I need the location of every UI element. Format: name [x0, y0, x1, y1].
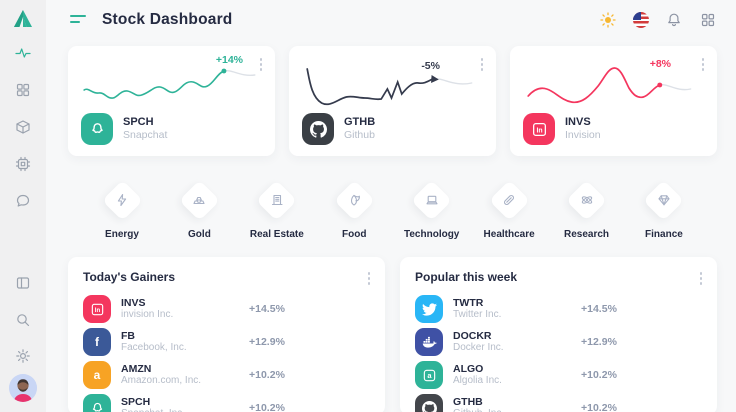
spch-change-label: +14%	[215, 54, 243, 66]
spch-ticker: SPCH	[123, 115, 154, 128]
invs-sparkline-chart	[520, 56, 705, 118]
svg-text:a: a	[427, 371, 432, 380]
sidebar-item-activity[interactable]	[14, 44, 32, 62]
category-food[interactable]: Food	[322, 179, 386, 240]
sidebar-item-pages-icon[interactable]	[14, 274, 32, 292]
twitter-bird-icon	[415, 295, 443, 323]
category-finance[interactable]: Finance	[632, 179, 696, 240]
laptop-icon	[425, 193, 439, 207]
gthb-company: Github	[344, 129, 375, 142]
invision-logo-icon: In	[83, 295, 111, 323]
popular-row-twtr[interactable]: TWTR Twitter Inc. +14.5%	[415, 294, 702, 324]
category-technology[interactable]: Technology	[400, 179, 464, 240]
gold-bars-icon	[192, 193, 206, 207]
page-title: Stock Dashboard	[102, 11, 233, 28]
app-logo-triangle-icon[interactable]	[12, 8, 34, 30]
panel-title: Popular this week	[415, 270, 518, 284]
stock-card-spch[interactable]: +14% SPCH Snapchat	[68, 46, 275, 156]
apps-grid-icon[interactable]	[699, 11, 717, 29]
svg-text:In: In	[94, 307, 100, 314]
popular-this-week-panel: Popular this week TWTR Twitter Inc. +14.…	[400, 257, 717, 412]
sidebar-item-cube-icon[interactable]	[14, 118, 32, 136]
gthb-sparkline-chart	[299, 56, 484, 118]
card-menu-dots-icon[interactable]	[700, 56, 707, 73]
user-avatar[interactable]	[9, 374, 37, 402]
change-value: +14.5%	[249, 303, 285, 315]
stock-card-invs[interactable]: +8% In INVS Invision	[510, 46, 717, 156]
language-flag-us-icon[interactable]	[633, 12, 649, 28]
gainer-row-fb[interactable]: f FB Facebook, Inc. +12.9%	[83, 327, 370, 357]
sidebar	[0, 0, 46, 412]
stock-cards-row: +14% SPCH Snapchat -5%	[46, 40, 736, 156]
gainer-row-amzn[interactable]: a AMZN Amazon.com, Inc. +10.2%	[83, 360, 370, 390]
invision-logo-icon: In	[523, 113, 555, 145]
category-row: Energy Gold Real Estate Food Technology	[46, 156, 736, 240]
change-value: +10.2%	[249, 369, 285, 381]
sidebar-item-search-icon[interactable]	[14, 311, 32, 329]
menu-hamburger-icon[interactable]	[70, 14, 88, 26]
invs-company: Invision	[565, 129, 601, 142]
header: Stock Dashboard	[46, 0, 736, 40]
popular-row-algo[interactable]: a ALGO Algolia Inc. +10.2%	[415, 360, 702, 390]
category-healthcare[interactable]: Healthcare	[477, 179, 541, 240]
change-value: +14.5%	[581, 303, 617, 315]
change-value: +12.9%	[249, 336, 285, 348]
category-gold[interactable]: Gold	[167, 179, 231, 240]
lightning-icon	[115, 193, 129, 207]
svg-text:In: In	[536, 127, 542, 134]
github-octocat-icon	[415, 394, 443, 412]
capsule-icon	[502, 193, 516, 207]
gthb-change-label: -5%	[421, 60, 440, 72]
sidebar-item-settings-gear-icon[interactable]	[14, 347, 32, 365]
change-value: +10.2%	[581, 369, 617, 381]
gainer-row-invs[interactable]: In INVS invision Inc. +14.5%	[83, 294, 370, 324]
atom-icon	[580, 193, 594, 207]
change-value: +12.9%	[581, 336, 617, 348]
panel-title: Today's Gainers	[83, 270, 175, 284]
theme-sun-icon[interactable]	[599, 11, 617, 29]
main-area: Stock Dashboard	[46, 0, 736, 412]
gem-icon	[657, 193, 671, 207]
algolia-logo-icon: a	[415, 361, 443, 389]
snapchat-ghost-icon	[83, 394, 111, 412]
notifications-bell-icon[interactable]	[665, 11, 683, 29]
sidebar-item-chat-icon[interactable]	[14, 192, 32, 210]
sidebar-item-cpu-icon[interactable]	[14, 155, 32, 173]
amazon-logo-icon: a	[83, 361, 111, 389]
github-octocat-icon	[302, 113, 334, 145]
card-menu-dots-icon[interactable]	[258, 56, 265, 73]
building-icon	[270, 193, 284, 207]
change-value: +10.2%	[581, 402, 617, 412]
list-panels: Today's Gainers In INVS invision Inc. +1…	[46, 240, 736, 412]
card-menu-dots-icon[interactable]	[479, 56, 486, 73]
todays-gainers-panel: Today's Gainers In INVS invision Inc. +1…	[68, 257, 385, 412]
panel-menu-dots-icon[interactable]	[698, 270, 705, 287]
popular-row-dockr[interactable]: DOCKR Docker Inc. +12.9%	[415, 327, 702, 357]
stock-card-gthb[interactable]: -5% GTHB Github	[289, 46, 496, 156]
spch-company: Snapchat	[123, 129, 168, 142]
docker-whale-icon	[415, 328, 443, 356]
popular-row-gthb[interactable]: GTHB Github, Inc. +10.2%	[415, 393, 702, 412]
sidebar-item-dashboard-grid-icon[interactable]	[14, 81, 32, 99]
invs-ticker: INVS	[565, 115, 591, 128]
category-energy[interactable]: Energy	[90, 179, 154, 240]
category-research[interactable]: Research	[555, 179, 619, 240]
leaf-icon	[347, 193, 361, 207]
facebook-logo-icon: f	[83, 328, 111, 356]
snapchat-ghost-icon	[81, 113, 113, 145]
invs-change-label: +8%	[649, 58, 671, 70]
gthb-ticker: GTHB	[344, 115, 376, 128]
spch-sparkline-chart	[78, 56, 263, 118]
category-real-estate[interactable]: Real Estate	[245, 179, 309, 240]
change-value: +10.2%	[249, 402, 285, 412]
gainer-row-spch[interactable]: SPCH Snapchat, Inc. +10.2%	[83, 393, 370, 412]
panel-menu-dots-icon[interactable]	[366, 270, 373, 287]
